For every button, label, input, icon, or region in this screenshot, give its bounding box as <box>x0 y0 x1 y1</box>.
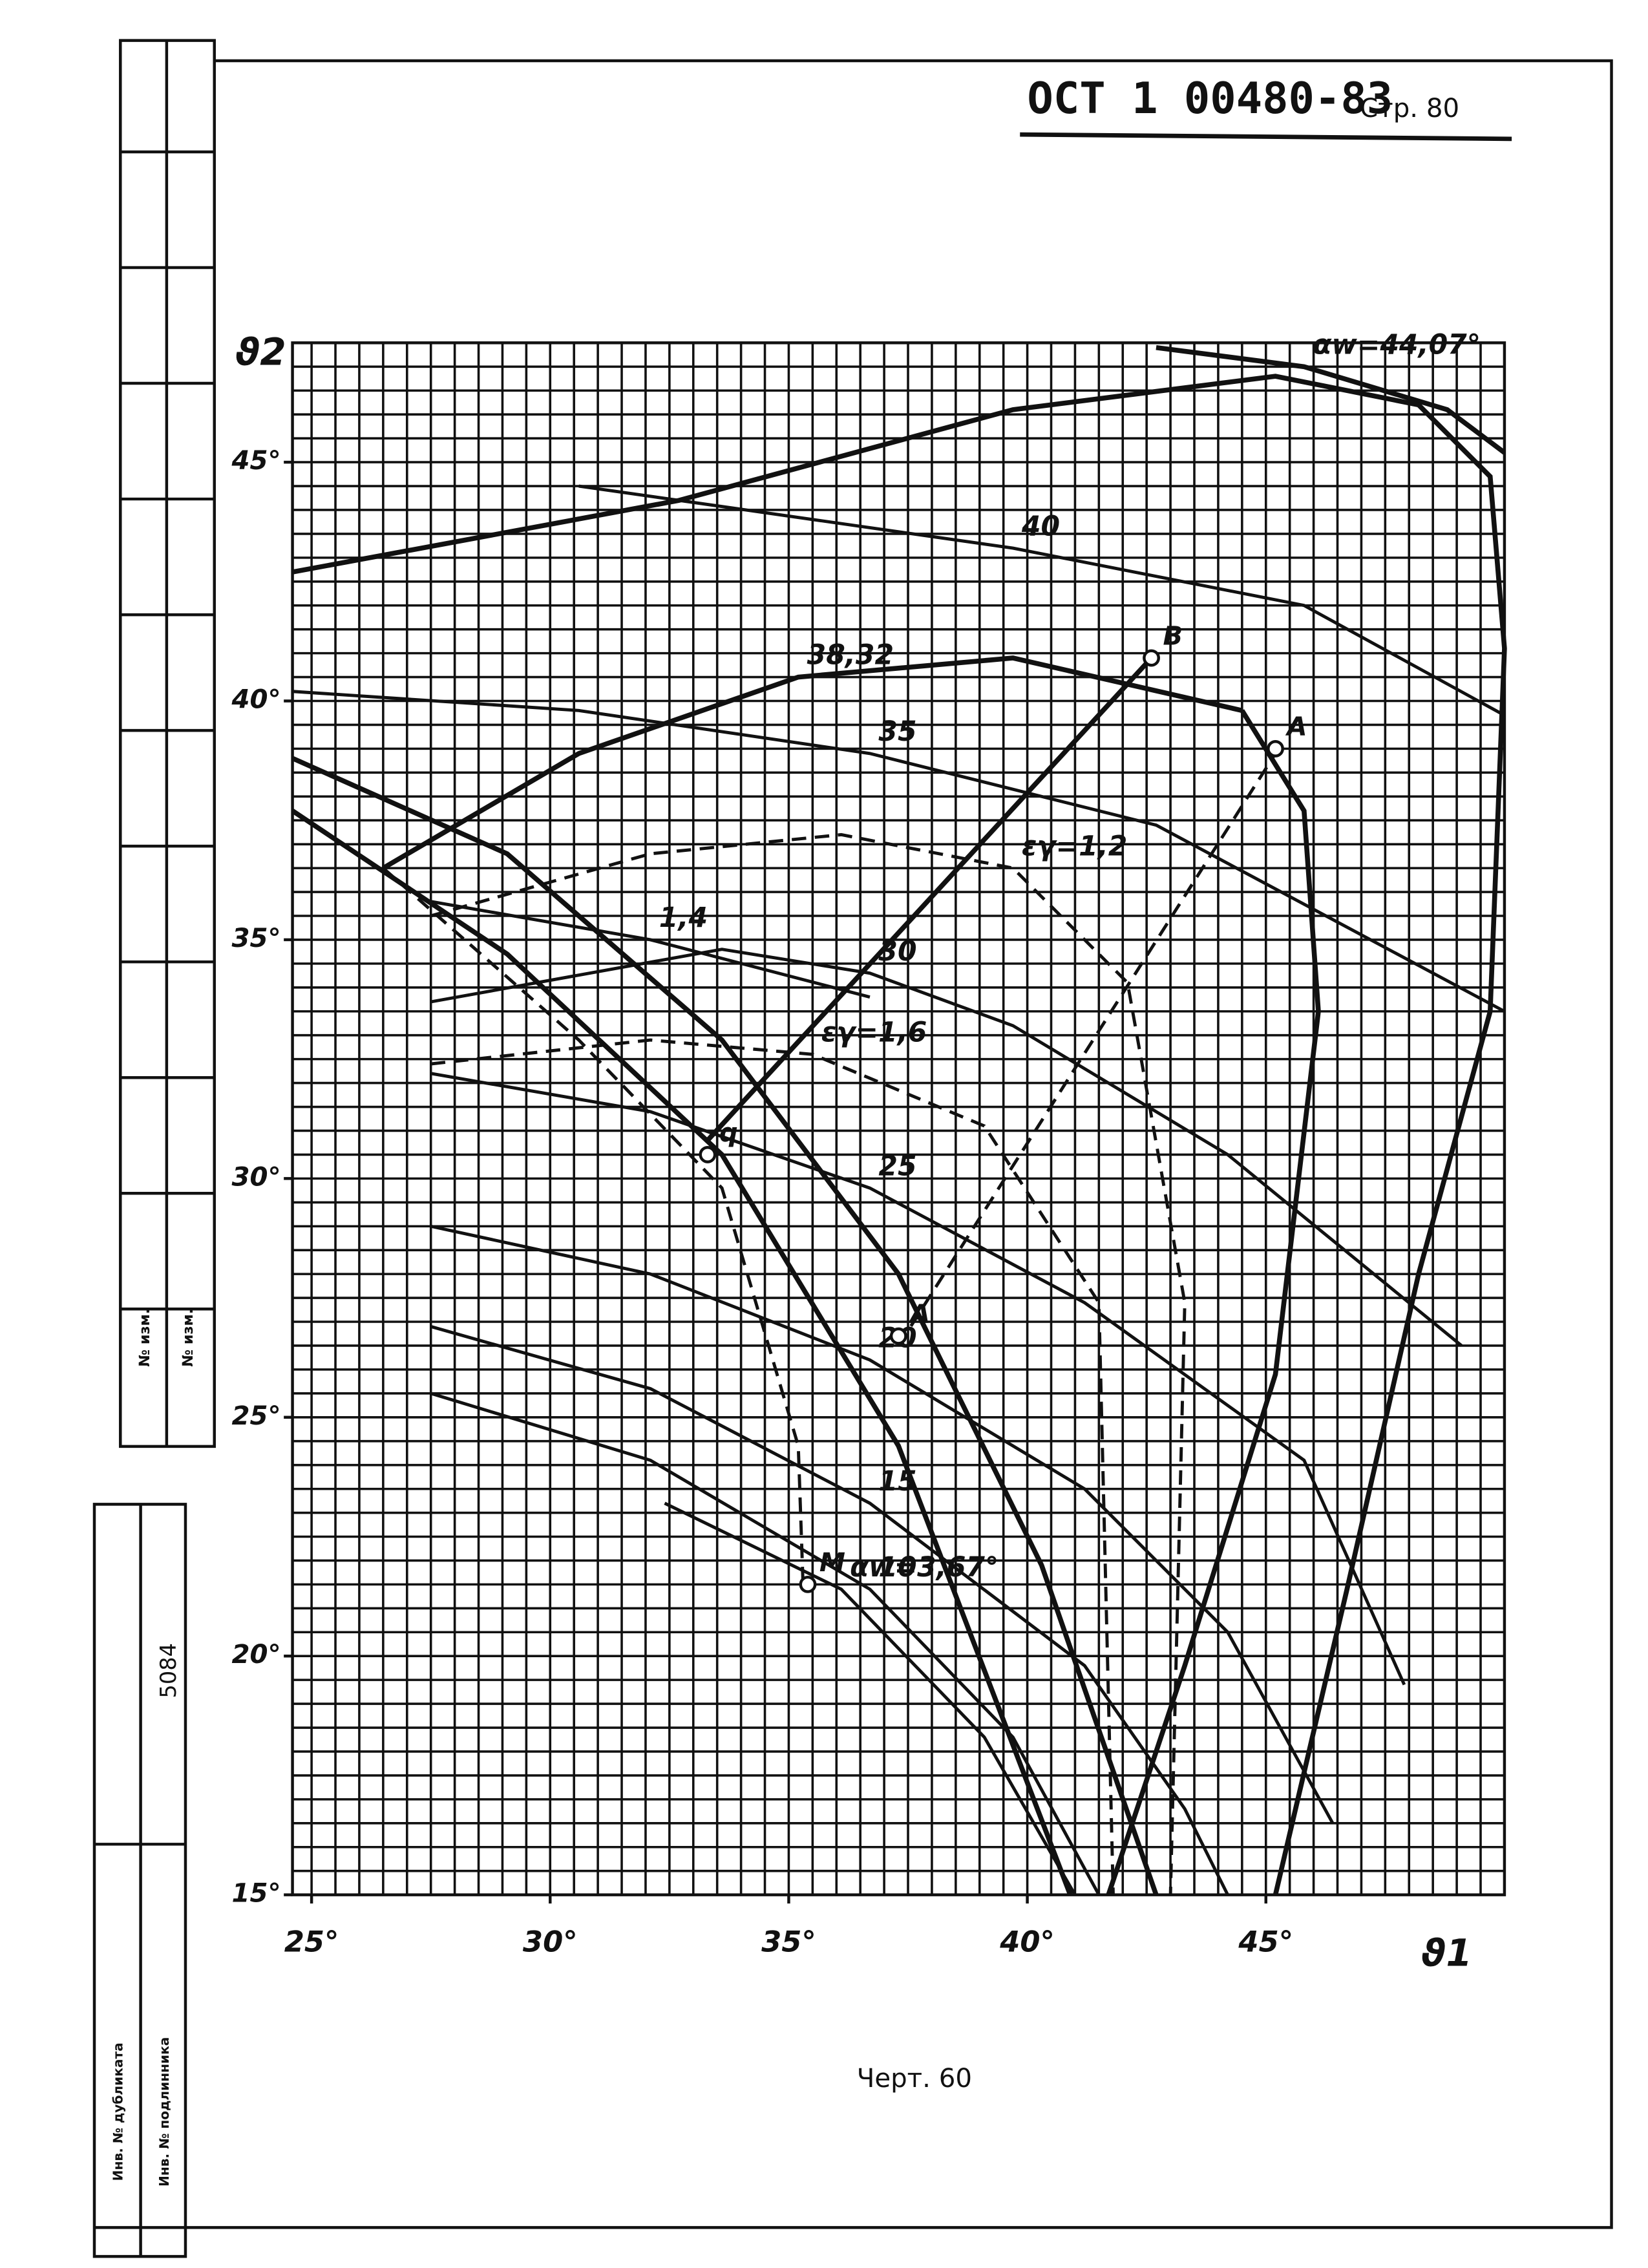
point-label: q <box>719 1118 738 1148</box>
y-tick-label: 35° <box>232 924 281 953</box>
stamp-number: 5084 <box>156 1643 181 1698</box>
curve-label: 38,32 <box>807 640 894 672</box>
curve <box>382 867 805 1585</box>
curve-label: 1,4 <box>659 902 708 934</box>
stamp-label: Инв. № дубликата <box>111 2042 126 2181</box>
stamp-box <box>92 1503 187 2258</box>
stamp-label: Инв. № подлинника <box>156 2037 172 2187</box>
y-tick-label: 40° <box>231 685 281 715</box>
curve <box>664 1501 1077 1896</box>
point-label: A <box>1285 712 1307 742</box>
plot: 25° 30° 35° 40° 45° 15° 20° 25° 30° 35° 40° 45° αw=4… <box>231 329 1507 1959</box>
curve <box>430 948 1463 1347</box>
header-rule <box>1020 132 1512 142</box>
standard-number: ОСТ 1 00480-83 <box>1027 73 1393 123</box>
plot-border <box>291 341 1506 1896</box>
curve-label: αw=44,07° <box>1313 329 1481 361</box>
curve <box>292 690 1506 1013</box>
x-tick-label: 25° <box>284 1925 339 1959</box>
curve-label: εγ=1,2 <box>1022 831 1128 862</box>
curve-label: 30 <box>878 936 916 968</box>
x-tick-label: 30° <box>523 1925 578 1959</box>
curve <box>430 1038 1115 1895</box>
page-frame <box>94 59 1613 2229</box>
curve <box>1106 709 1321 1896</box>
curve-label: 25 <box>878 1150 916 1182</box>
curve <box>291 756 1159 1896</box>
x-tick-label: 45° <box>1238 1925 1293 1959</box>
figure-caption: Черт. 60 <box>857 2064 972 2093</box>
point <box>1143 649 1160 667</box>
curve <box>1156 344 1506 455</box>
point <box>699 1145 717 1163</box>
curve <box>430 1072 1406 1686</box>
stamp-label: № изм. <box>180 1309 196 1367</box>
page-number: Стр. 80 <box>1360 94 1459 123</box>
y-tick-label: 20° <box>232 1640 281 1669</box>
curve <box>430 1224 1335 1824</box>
curve-label: 35 <box>878 716 916 748</box>
curve <box>578 484 1506 717</box>
curve <box>430 1325 1229 1896</box>
curve <box>706 656 1154 1142</box>
stamp-grid <box>119 39 216 1448</box>
point-label: В <box>1163 622 1183 652</box>
x-tick-label: 40° <box>999 1925 1055 1959</box>
point-label: M <box>819 1548 845 1578</box>
point-label: A <box>908 1300 930 1330</box>
x-tick-label: 35° <box>761 1925 816 1959</box>
curve <box>897 752 1277 1347</box>
curve-label: 40 <box>1021 511 1060 542</box>
y-tick-label: 15° <box>232 1879 281 1909</box>
point <box>1267 739 1284 758</box>
curve <box>381 655 1243 871</box>
curve <box>291 374 1507 1896</box>
curve-label: αw=3,67° <box>850 1552 998 1584</box>
curve <box>430 900 871 999</box>
y-tick-label: 45° <box>231 446 281 476</box>
curve <box>430 1392 1101 1896</box>
curve <box>291 809 1073 1896</box>
x-axis-label: ϑ1 <box>1421 1931 1472 1975</box>
point <box>799 1575 817 1593</box>
curve-label: εγ=1,6 <box>821 1017 927 1048</box>
y-tick-label: 30° <box>232 1162 281 1192</box>
y-axis-label: ϑ2 <box>235 330 286 374</box>
stamp-label: № изм. <box>136 1309 153 1367</box>
point <box>889 1327 907 1345</box>
curve-label: 10 <box>878 1552 916 1584</box>
y-tick-label: 25° <box>232 1401 281 1431</box>
